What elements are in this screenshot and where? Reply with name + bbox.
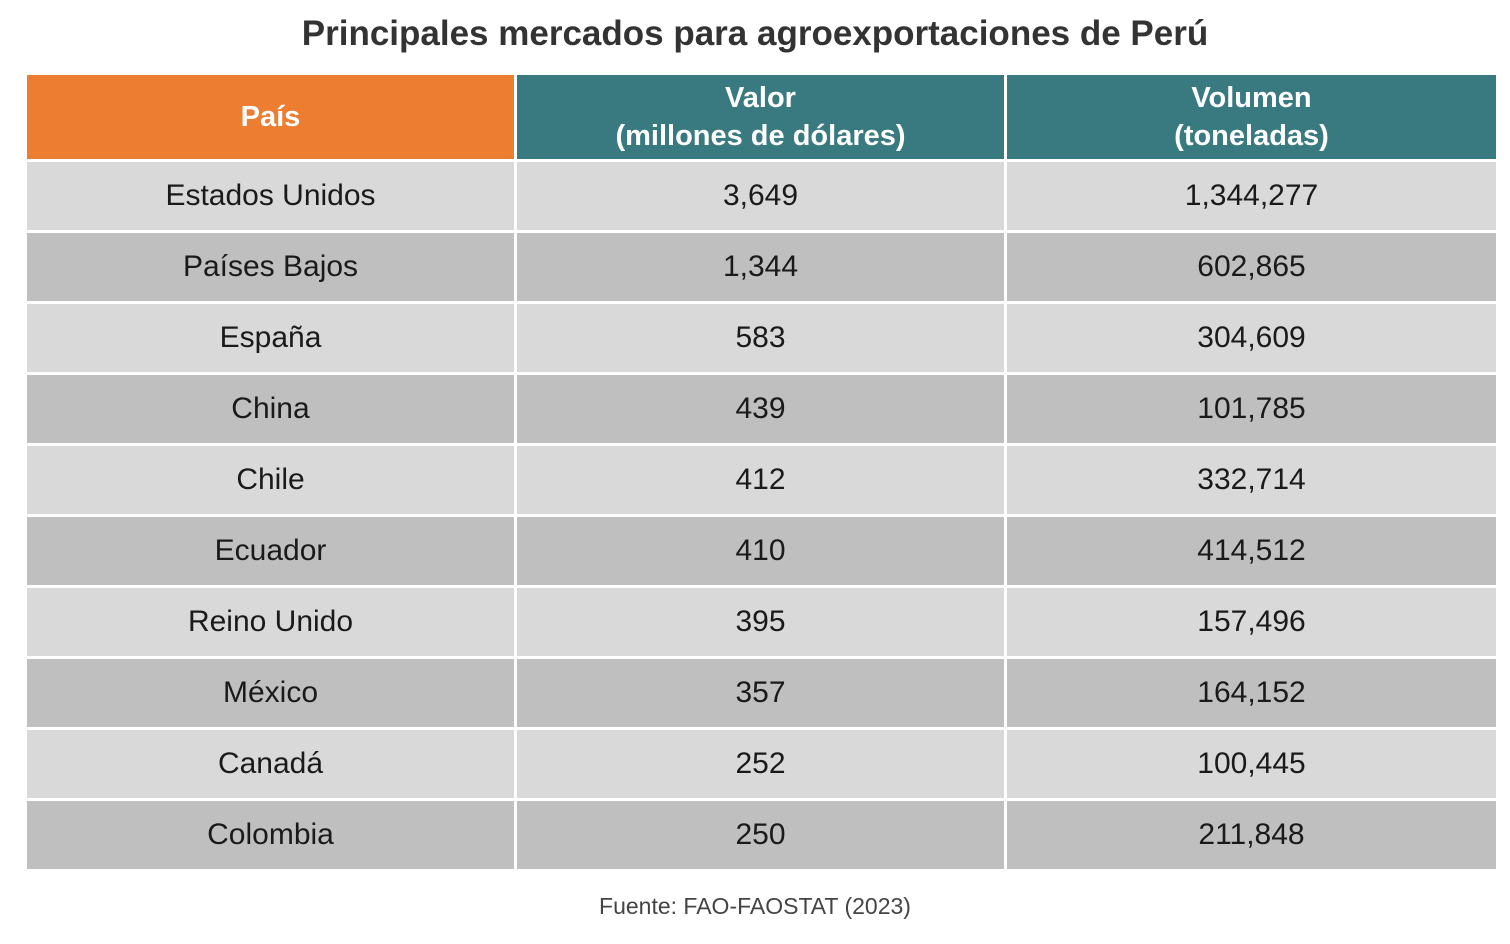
header-row: País Valor (millones de dólares) Volumen…: [27, 75, 1496, 159]
pais-cell: China: [27, 375, 514, 443]
table-row: Reino Unido 395 157,496: [27, 588, 1496, 656]
header-valor-unit: (millones de dólares): [615, 120, 906, 152]
valor-cell: 250: [517, 801, 1004, 869]
volumen-cell: 211,848: [1007, 801, 1496, 869]
volumen-cell: 100,445: [1007, 730, 1496, 798]
table-row: Estados Unidos 3,649 1,344,277: [27, 162, 1496, 230]
volumen-cell: 164,152: [1007, 659, 1496, 727]
valor-cell: 395: [517, 588, 1004, 656]
valor-cell: 583: [517, 304, 1004, 372]
header-valor: Valor (millones de dólares): [517, 75, 1004, 159]
pais-cell: Países Bajos: [27, 233, 514, 301]
source-note: Fuente: FAO-FAOSTAT (2023): [599, 893, 911, 919]
valor-cell: 410: [517, 517, 1004, 585]
header-volumen: Volumen (toneladas): [1007, 75, 1496, 159]
agroexport-markets-table: País Valor (millones de dólares) Volumen…: [24, 72, 1499, 872]
volumen-cell: 101,785: [1007, 375, 1496, 443]
volumen-cell: 1,344,277: [1007, 162, 1496, 230]
header-pais: País: [27, 75, 514, 159]
pais-cell: Reino Unido: [27, 588, 514, 656]
pais-cell: Chile: [27, 446, 514, 514]
table-body: Estados Unidos 3,649 1,344,277 Países Bajos…: [27, 162, 1496, 869]
table-row: Chile 412 332,714: [27, 446, 1496, 514]
pais-cell: Colombia: [27, 801, 514, 869]
table-title: Principales mercados para agroexportacio…: [301, 14, 1209, 53]
table-row: China 439 101,785: [27, 375, 1496, 443]
volumen-cell: 157,496: [1007, 588, 1496, 656]
valor-cell: 3,649: [517, 162, 1004, 230]
volumen-cell: 304,609: [1007, 304, 1496, 372]
pais-cell: Ecuador: [27, 517, 514, 585]
table-row: México 357 164,152: [27, 659, 1496, 727]
table-row: Canadá 252 100,445: [27, 730, 1496, 798]
table-row: Países Bajos 1,344 602,865: [27, 233, 1496, 301]
valor-cell: 357: [517, 659, 1004, 727]
valor-cell: 439: [517, 375, 1004, 443]
valor-cell: 412: [517, 446, 1004, 514]
table-row: Ecuador 410 414,512: [27, 517, 1496, 585]
pais-cell: México: [27, 659, 514, 727]
pais-cell: España: [27, 304, 514, 372]
volumen-cell: 332,714: [1007, 446, 1496, 514]
pais-cell: Estados Unidos: [27, 162, 514, 230]
volumen-cell: 602,865: [1007, 233, 1496, 301]
valor-cell: 1,344: [517, 233, 1004, 301]
header-volumen-label: Volumen: [1191, 82, 1312, 114]
pais-cell: Canadá: [27, 730, 514, 798]
table-row: Colombia 250 211,848: [27, 801, 1496, 869]
valor-cell: 252: [517, 730, 1004, 798]
table-row: España 583 304,609: [27, 304, 1496, 372]
header-volumen-unit: (toneladas): [1174, 120, 1329, 152]
header-pais-label: País: [240, 101, 301, 133]
volumen-cell: 414,512: [1007, 517, 1496, 585]
header-valor-label: Valor: [725, 82, 796, 114]
